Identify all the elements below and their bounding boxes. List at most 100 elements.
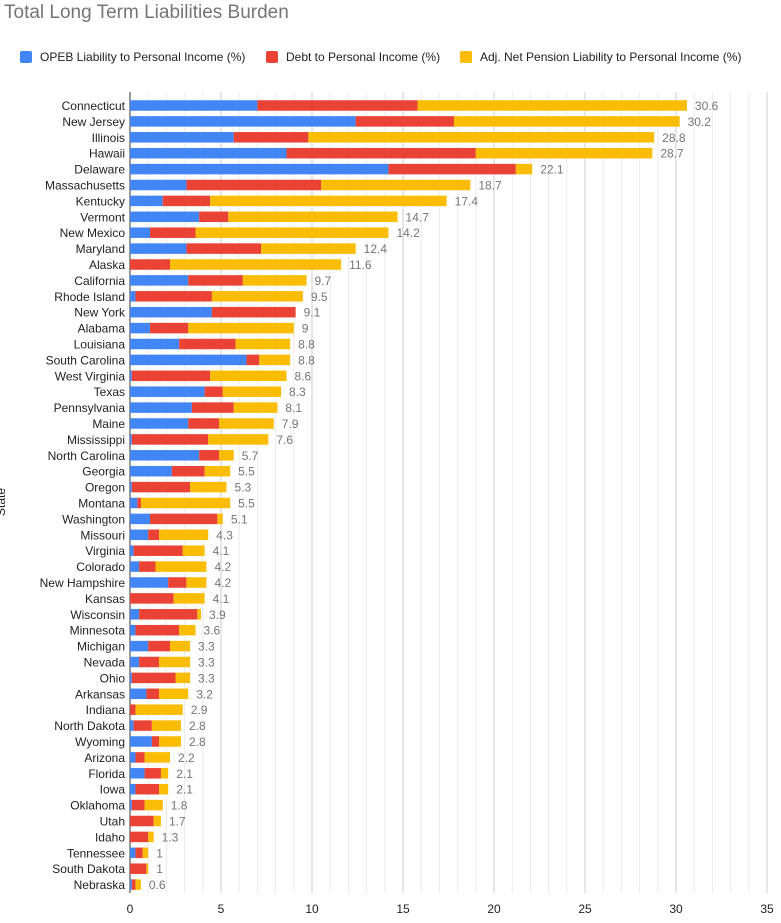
category-label: Utah bbox=[100, 815, 125, 829]
bar-segment-opeb bbox=[130, 656, 140, 668]
bar-segment-opeb bbox=[130, 291, 136, 302]
x-tick-label: 0 bbox=[127, 902, 134, 916]
total-data-label: 7.9 bbox=[282, 417, 299, 431]
bar-segment-pension bbox=[235, 338, 291, 350]
legend-swatch-opeb bbox=[20, 51, 32, 63]
category-label: Vermont bbox=[80, 210, 125, 224]
category-label: Colorado bbox=[76, 560, 125, 574]
total-data-label: 30.6 bbox=[695, 99, 719, 113]
total-data-label: 8.6 bbox=[295, 369, 312, 383]
bar-segment-debt bbox=[130, 259, 171, 270]
category-label: Nebraska bbox=[74, 878, 126, 892]
bar-segment-opeb bbox=[130, 640, 149, 652]
category-label: South Dakota bbox=[52, 862, 125, 876]
total-data-label: 2.2 bbox=[178, 751, 195, 765]
bar-segment-debt bbox=[133, 545, 183, 556]
bar-segment-debt bbox=[139, 561, 156, 572]
legend-label-debt: Debt to Personal Income (%) bbox=[286, 50, 441, 64]
bar-segment-pension bbox=[140, 497, 231, 509]
bar-segment-opeb bbox=[130, 116, 356, 127]
category-label: Kentucky bbox=[76, 194, 125, 208]
bar-segment-debt bbox=[257, 100, 418, 111]
bar-segment-debt bbox=[355, 116, 454, 127]
category-label: Georgia bbox=[82, 465, 125, 479]
total-data-label: 18.7 bbox=[478, 179, 502, 193]
bar-segment-opeb bbox=[130, 306, 212, 318]
bar-segment-debt bbox=[204, 386, 223, 397]
bar-segment-opeb bbox=[130, 243, 187, 254]
legend-item-pension[interactable]: Adj. Net Pension Liability to Personal I… bbox=[460, 50, 741, 64]
bar-segment-pension bbox=[261, 243, 356, 254]
bar-segment-opeb bbox=[130, 402, 192, 413]
category-label: Maryland bbox=[76, 242, 125, 256]
category-label: Oregon bbox=[85, 481, 125, 495]
bar-segment-pension bbox=[308, 132, 655, 143]
category-label: California bbox=[74, 274, 125, 288]
bar-segment-opeb bbox=[130, 561, 140, 572]
bar-segment-pension bbox=[159, 656, 191, 668]
bar-segment-debt bbox=[188, 275, 243, 286]
bar-segment-opeb bbox=[130, 322, 151, 334]
bar-segment-pension bbox=[417, 100, 687, 111]
bar-segment-pension bbox=[170, 259, 342, 270]
total-data-label: 9.5 bbox=[311, 290, 328, 304]
category-label: Virginia bbox=[85, 544, 125, 558]
bar-segment-pension bbox=[233, 402, 278, 413]
total-data-label: 11.6 bbox=[349, 258, 372, 272]
category-label: Mississippi bbox=[67, 433, 125, 447]
total-data-label: 4.2 bbox=[214, 576, 231, 590]
total-data-label: 12.4 bbox=[364, 242, 388, 256]
category-label: Louisiana bbox=[74, 338, 126, 352]
category-label: North Carolina bbox=[48, 449, 126, 463]
legend-item-opeb[interactable]: OPEB Liability to Personal Income (%) bbox=[20, 50, 245, 64]
bar-segment-debt bbox=[144, 768, 161, 779]
bar-segment-pension bbox=[475, 147, 653, 159]
bar-segment-opeb bbox=[130, 688, 147, 700]
category-label: Tennessee bbox=[67, 846, 125, 860]
bar-segment-debt bbox=[135, 847, 143, 859]
total-data-label: 1 bbox=[156, 862, 163, 876]
bar-segment-pension bbox=[211, 291, 303, 302]
bar-segment-opeb bbox=[130, 609, 140, 620]
bar-segment-opeb bbox=[130, 132, 234, 143]
bar-segment-debt bbox=[199, 450, 220, 461]
legend-label-opeb: OPEB Liability to Personal Income (%) bbox=[40, 50, 246, 64]
total-data-label: 28.7 bbox=[660, 147, 684, 161]
bar-segment-pension bbox=[195, 227, 389, 238]
bar-segment-debt bbox=[191, 402, 234, 413]
bar-segment-debt bbox=[148, 529, 160, 541]
bar-segment-pension bbox=[259, 354, 291, 366]
bar-segment-pension bbox=[210, 370, 287, 382]
bar-segment-pension bbox=[219, 450, 234, 461]
bar-segment-debt bbox=[130, 815, 154, 827]
bar-segment-opeb bbox=[130, 275, 189, 286]
bar-segment-pension bbox=[144, 752, 171, 763]
total-data-label: 8.8 bbox=[298, 338, 315, 352]
legend-item-debt[interactable]: Debt to Personal Income (%) bbox=[266, 50, 440, 64]
bar-segment-pension bbox=[160, 768, 169, 779]
total-data-label: 5.7 bbox=[242, 449, 259, 463]
bar-segment-pension bbox=[175, 672, 191, 684]
category-label: Rhode Island bbox=[54, 290, 125, 304]
category-label: South Carolina bbox=[46, 353, 126, 367]
bar-segment-debt bbox=[133, 720, 152, 731]
total-data-label: 3.9 bbox=[209, 608, 226, 622]
bar-segment-opeb bbox=[130, 847, 136, 859]
bar-segment-pension bbox=[159, 688, 189, 700]
x-tick-label: 30 bbox=[669, 902, 683, 916]
category-label: Missouri bbox=[80, 528, 125, 542]
bar-segment-debt bbox=[139, 609, 198, 620]
bar-segment-opeb bbox=[130, 100, 258, 111]
category-label: Wisconsin bbox=[70, 608, 125, 622]
total-data-label: 8.3 bbox=[289, 385, 306, 399]
category-label: Montana bbox=[78, 497, 125, 511]
bar-segment-opeb bbox=[130, 481, 132, 493]
bar-segment-debt bbox=[286, 147, 476, 159]
total-data-label: 9.7 bbox=[315, 274, 332, 288]
bar-segment-debt bbox=[130, 593, 174, 604]
bar-segment-pension bbox=[170, 640, 191, 652]
category-label: Arizona bbox=[84, 751, 125, 765]
bar-segment-debt bbox=[168, 577, 187, 588]
bar-segment-pension bbox=[148, 831, 154, 843]
